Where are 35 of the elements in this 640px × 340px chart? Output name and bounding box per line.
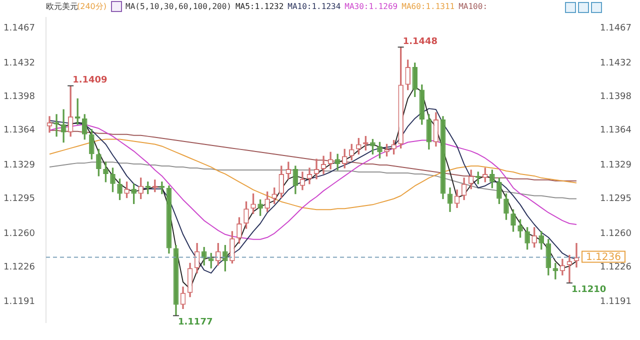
y-tick-label: 1.1295 bbox=[4, 194, 35, 204]
legend-title: MA(5,10,30,60,100,200) bbox=[126, 2, 232, 11]
candlestick bbox=[60, 109, 66, 143]
y-tick-label: 1.1226 bbox=[4, 262, 36, 272]
y2-tick-label: 1.1260 bbox=[600, 228, 632, 239]
y2-tick-label: 1.1295 bbox=[600, 194, 632, 204]
y-tick-label: 1.1329 bbox=[4, 160, 36, 170]
text: MA5:1.1232 bbox=[235, 2, 284, 11]
candlestick bbox=[574, 243, 580, 268]
y-tick-label: 1.1467 bbox=[4, 24, 35, 34]
candlestick bbox=[46, 116, 52, 133]
y-tick-label: 1.1191 bbox=[4, 297, 35, 308]
y2-tick-label: 1.1364 bbox=[600, 126, 632, 136]
text: MA30:1.1269 bbox=[344, 2, 398, 11]
y2-tick-label: 1.1191 bbox=[600, 297, 632, 308]
y2-tick-label: 1.1226 bbox=[600, 262, 632, 272]
y2-tick-label: 1.1329 bbox=[600, 160, 632, 170]
y-tick-label: 1.1260 bbox=[4, 228, 36, 239]
y2-tick-label: 1.1432 bbox=[600, 58, 632, 68]
candlestick bbox=[566, 254, 572, 284]
y-tick-label: 1.1364 bbox=[4, 126, 36, 136]
annotation: 1.1210 bbox=[571, 284, 606, 295]
chart-title: 欧元美元 bbox=[46, 1, 78, 12]
y-tick-label: 1.1398 bbox=[4, 92, 36, 102]
annotation: 1.1409 bbox=[72, 76, 108, 86]
text: MA100: bbox=[458, 2, 488, 11]
y2-tick-label: 1.1398 bbox=[600, 92, 632, 102]
annotation: 1.1448 bbox=[402, 36, 438, 47]
annotation: 1.1177 bbox=[178, 318, 213, 328]
y-tick-label: 1.1432 bbox=[4, 58, 35, 68]
text: MA60:1.1311 bbox=[402, 2, 455, 11]
text: MA10:1.1234 bbox=[288, 2, 341, 11]
y2-tick-label: 1.1467 bbox=[600, 24, 632, 34]
ref-line-label: 1.1236 bbox=[586, 252, 621, 263]
chart-subtitle: (240分) bbox=[77, 1, 107, 12]
